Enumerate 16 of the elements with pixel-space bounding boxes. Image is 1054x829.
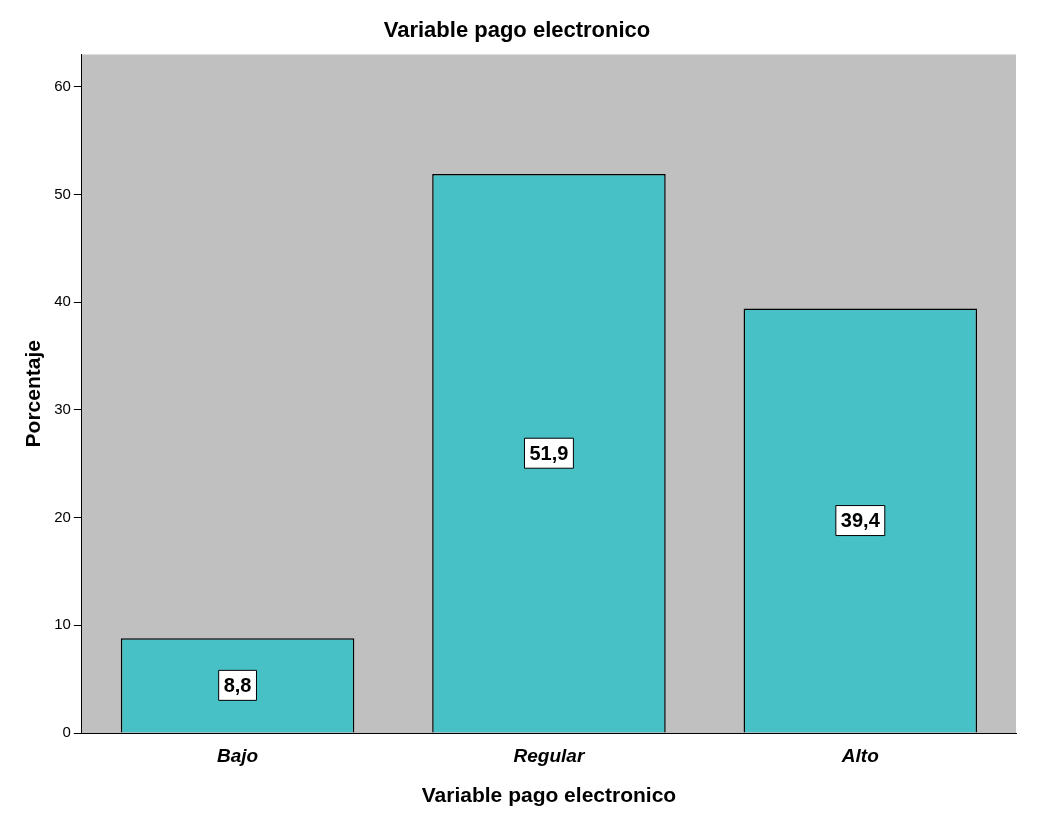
y-tick-label: 60 <box>54 76 71 94</box>
y-tick-label: 40 <box>54 292 71 310</box>
y-tick-label: 30 <box>54 400 71 417</box>
data-label: 51,9 <box>529 441 569 464</box>
y-tick-label: 20 <box>54 507 71 525</box>
y-axis-title: Porcentaje <box>21 340 45 448</box>
y-tick-label: 10 <box>54 615 71 633</box>
x-tick-label: Regular <box>513 744 586 766</box>
x-axis-title: Variable pago electronico <box>421 783 677 807</box>
x-tick-label: Bajo <box>216 744 259 766</box>
y-tick-label: 0 <box>62 723 71 741</box>
y-tick-label: 50 <box>54 184 71 202</box>
data-label: 39,4 <box>840 509 881 532</box>
data-label: 8,8 <box>223 673 252 696</box>
x-tick-label: Alto <box>840 744 879 766</box>
chart-title: Variable pago electronico <box>383 17 651 43</box>
